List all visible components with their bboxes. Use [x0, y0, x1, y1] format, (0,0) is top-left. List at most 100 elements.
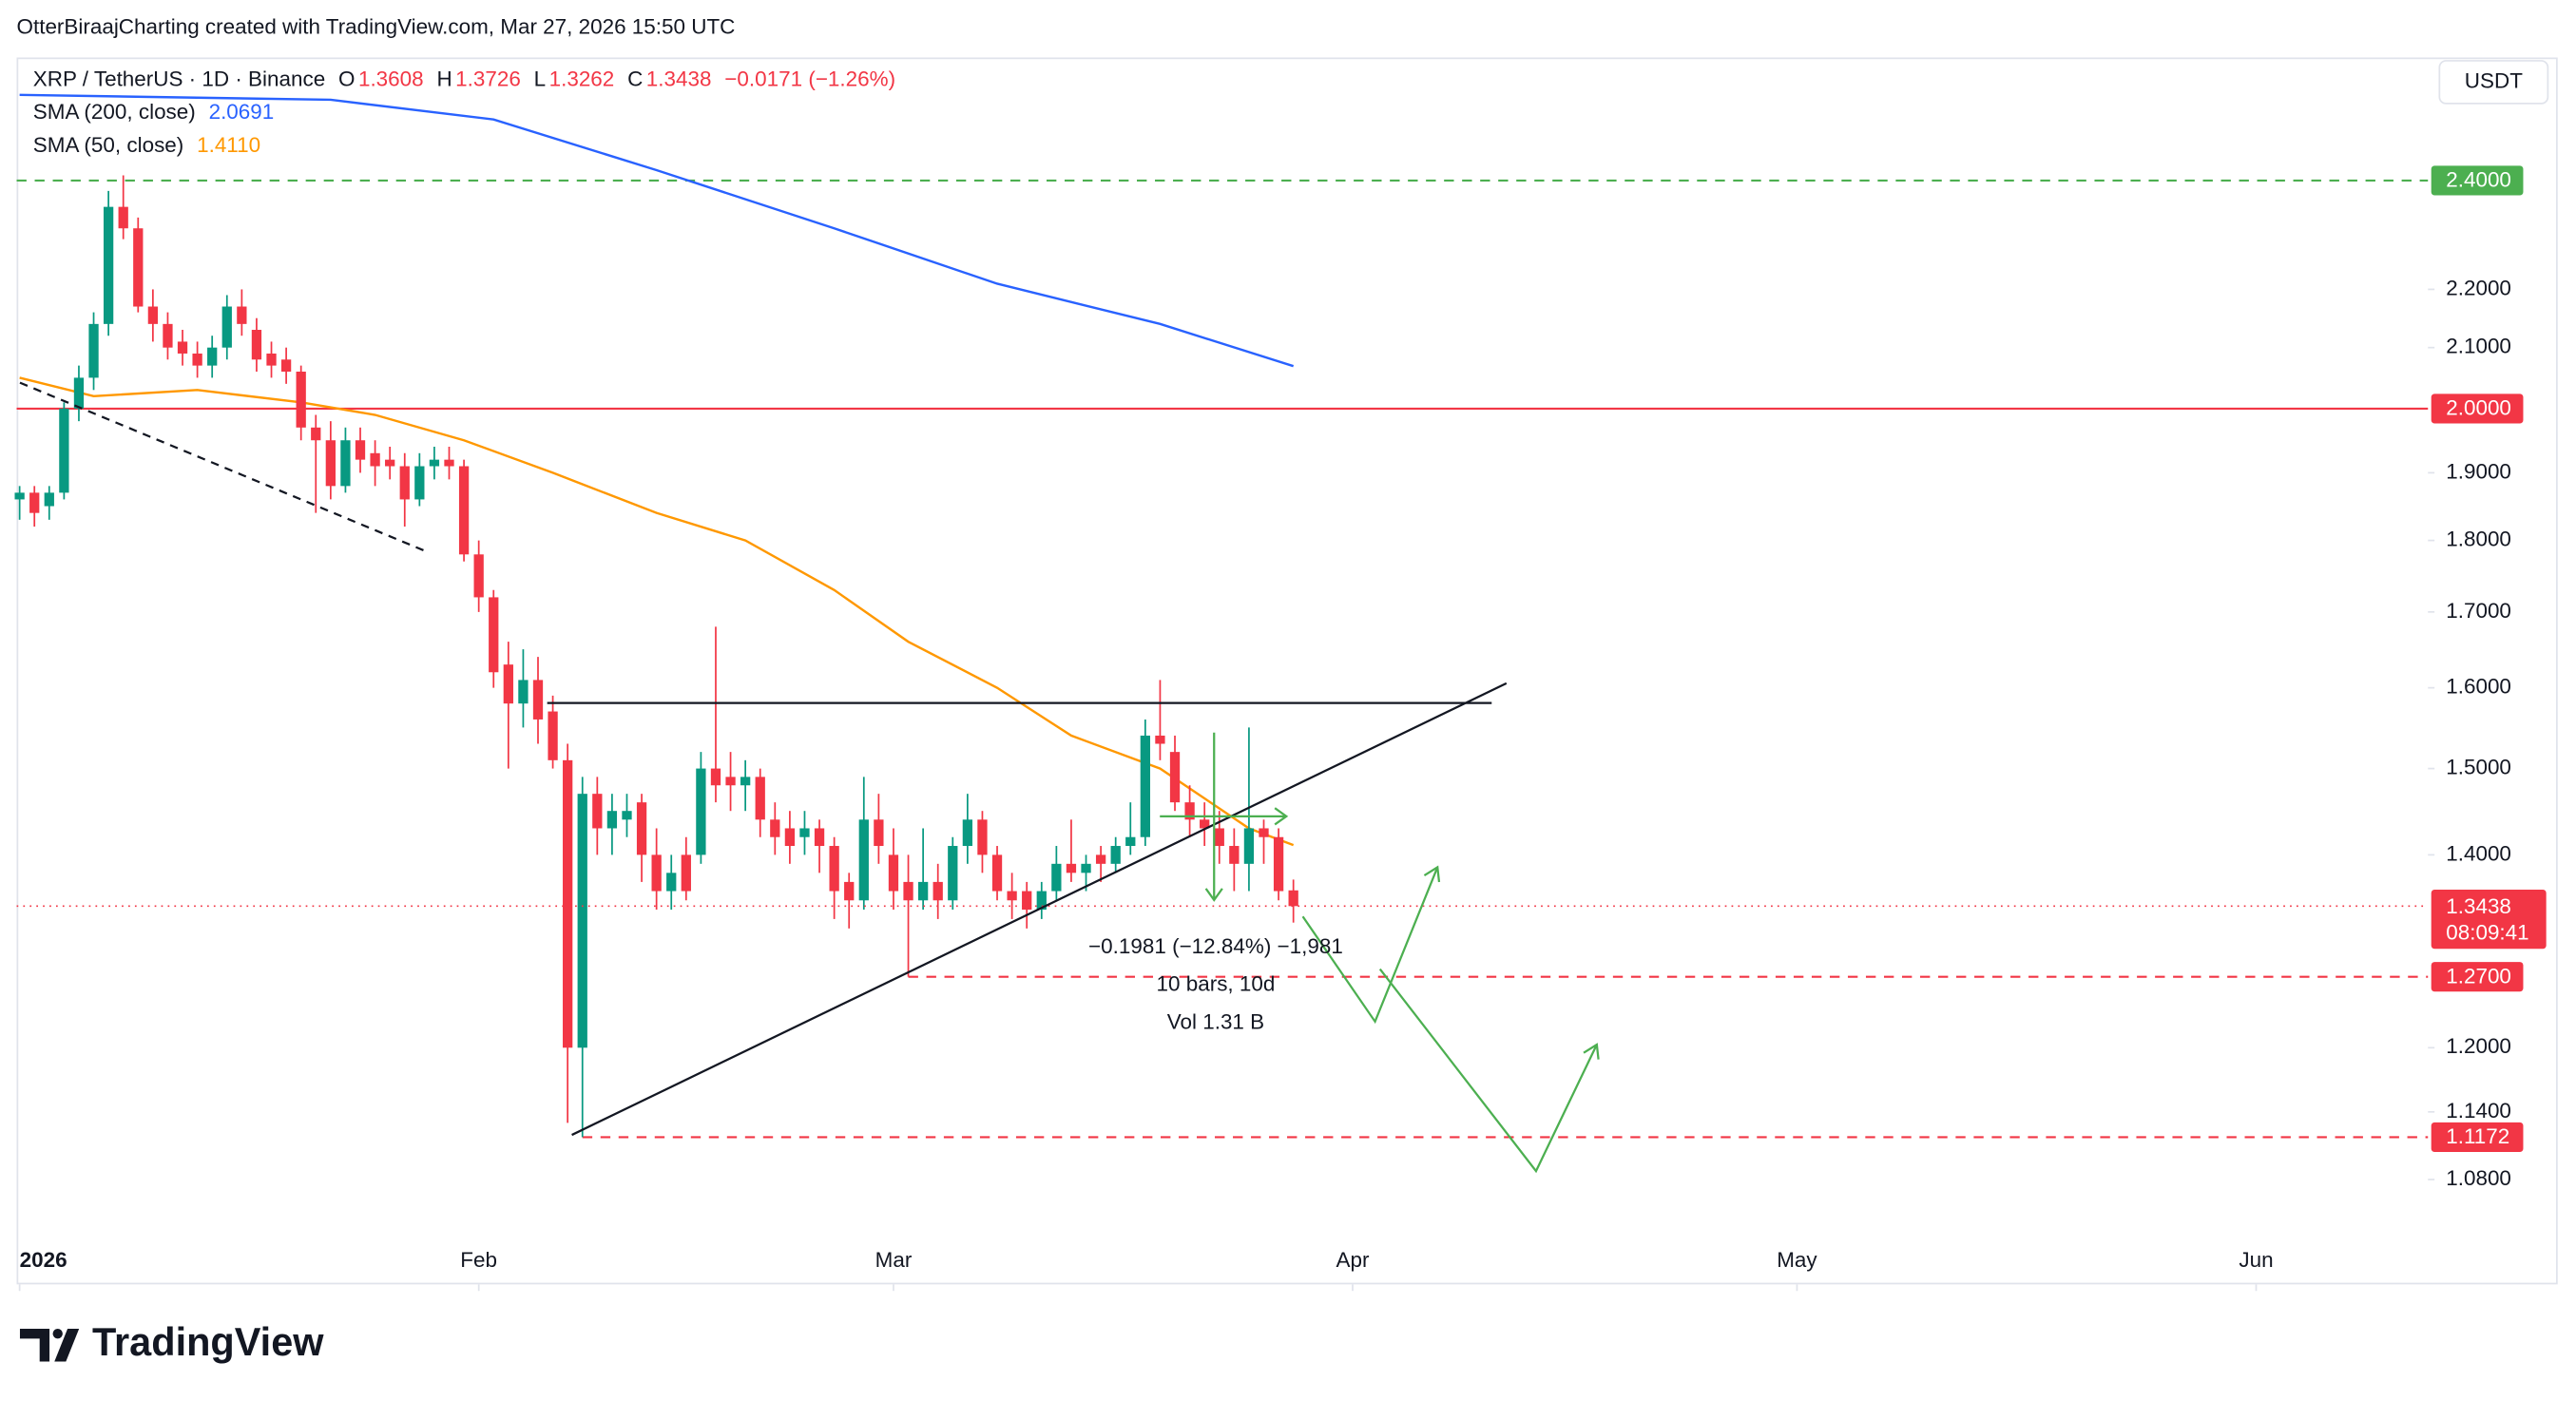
candle-body — [1066, 863, 1077, 873]
ohlc-value: 1.3726 — [455, 67, 521, 91]
measure-label: 10 bars, 10d — [1157, 972, 1276, 996]
candle-body — [503, 664, 513, 704]
candle-body — [977, 819, 988, 855]
candle-body — [1273, 836, 1284, 892]
candle-body — [1110, 846, 1121, 864]
candle-body — [458, 466, 470, 555]
candle-body — [266, 353, 277, 366]
candle-body — [1243, 828, 1255, 864]
candle-body — [1081, 863, 1091, 873]
candle-body — [888, 854, 899, 892]
chart-frame — [16, 57, 2558, 1285]
candle-body — [251, 330, 262, 360]
candle-body — [1140, 735, 1150, 837]
candle-body — [903, 881, 913, 901]
currency[interactable]: USDT — [2465, 68, 2523, 92]
indicator-legend: SMA (50, close) 1.4110 — [33, 133, 260, 157]
candle-body — [1007, 891, 1017, 901]
candle-body — [710, 768, 721, 786]
x-tick-label: Feb — [460, 1248, 497, 1272]
candle-body — [681, 854, 691, 892]
candle-body — [59, 408, 69, 493]
arrow-head — [1583, 1043, 1600, 1060]
candle-body — [1095, 854, 1106, 864]
candle-body — [829, 846, 839, 892]
measure-label: −0.1981 (−12.84%) −1,981 — [1088, 934, 1343, 958]
arrow-head — [1423, 865, 1441, 883]
candle-body — [592, 794, 603, 829]
candle-body — [755, 777, 765, 820]
logo-dot — [52, 1328, 63, 1339]
candle-body — [399, 466, 410, 500]
candle-body — [280, 359, 292, 372]
candle-body — [548, 711, 558, 760]
candle-body — [874, 819, 884, 847]
candle-body — [858, 819, 869, 901]
candle-body — [355, 440, 366, 460]
candle-body — [622, 811, 632, 820]
y-tick-label: 1.6000 — [2446, 675, 2511, 699]
candle-body — [962, 819, 973, 847]
candle-body — [784, 828, 796, 847]
candle-body — [1214, 828, 1224, 847]
candle-body — [103, 206, 114, 324]
arrow-head — [1274, 807, 1289, 826]
candle-body — [917, 881, 929, 901]
ohlc-value: 1.3608 — [358, 67, 424, 91]
candle-body — [740, 777, 751, 786]
y-tick-label: 1.7000 — [2446, 599, 2511, 623]
candle-body — [207, 347, 218, 366]
ohlc-value: 1.3438 — [646, 67, 712, 91]
candle-body — [696, 768, 706, 855]
candle-body — [192, 353, 202, 366]
currency-button[interactable] — [2438, 60, 2549, 105]
measure-label: Vol 1.31 B — [1167, 1009, 1264, 1033]
indicator-name: SMA (50, close) — [33, 133, 183, 157]
y-tick-label: 2.1000 — [2446, 335, 2511, 358]
ohlc-key: C — [627, 67, 643, 91]
attribution: OtterBiraajCharting created with Trading… — [17, 14, 736, 38]
projection-path — [1378, 968, 1598, 1174]
y-tick-label: 2.2000 — [2446, 276, 2511, 299]
candle-body — [444, 459, 454, 467]
indicator-legend: SMA (200, close) 2.0691 — [33, 100, 274, 124]
legend: XRP / TetherUS · 1D · Binance O 1.3608 H 1.3… — [33, 67, 895, 91]
level-label-bg — [2431, 1122, 2524, 1152]
change: −0.0171 (−1.26%) — [724, 67, 895, 91]
arrow-head — [1204, 888, 1223, 902]
candle-body — [532, 680, 544, 720]
ohlc-key: H — [436, 67, 452, 91]
candle-body — [725, 777, 736, 786]
candle-body — [73, 377, 85, 409]
candle-body — [1155, 735, 1165, 744]
y-tick-label: 1.2000 — [2446, 1034, 2511, 1058]
candle-body — [563, 759, 573, 1048]
candle-body — [799, 828, 810, 837]
candle-body — [414, 466, 425, 500]
y-tick-label: 1.1400 — [2446, 1099, 2511, 1123]
candle-body — [770, 819, 780, 837]
support-line — [571, 681, 1508, 1137]
candle-body — [1036, 891, 1047, 911]
ohlc-key: O — [338, 67, 355, 91]
candle-body — [429, 459, 440, 467]
last-price-bg — [2431, 890, 2547, 950]
x-tick-label: Mar — [875, 1248, 913, 1272]
candle-body — [88, 323, 99, 378]
level-label-bg — [2431, 393, 2524, 424]
candle-body — [118, 206, 128, 229]
ohlc-key: L — [534, 67, 546, 91]
candle-body — [1125, 836, 1136, 847]
ohlc-value: 1.3262 — [549, 67, 615, 91]
candle-body — [991, 854, 1003, 892]
plot — [14, 93, 2429, 1139]
x-tick-label: Jun — [2239, 1248, 2273, 1272]
candle-body — [147, 306, 159, 324]
candle-body — [489, 597, 499, 673]
candle-body — [237, 306, 247, 324]
y-tick-label: 1.0800 — [2446, 1166, 2511, 1190]
level-label: 1.1172 — [2446, 1124, 2509, 1148]
candle-body — [1169, 752, 1181, 803]
candle-body — [1184, 802, 1195, 820]
